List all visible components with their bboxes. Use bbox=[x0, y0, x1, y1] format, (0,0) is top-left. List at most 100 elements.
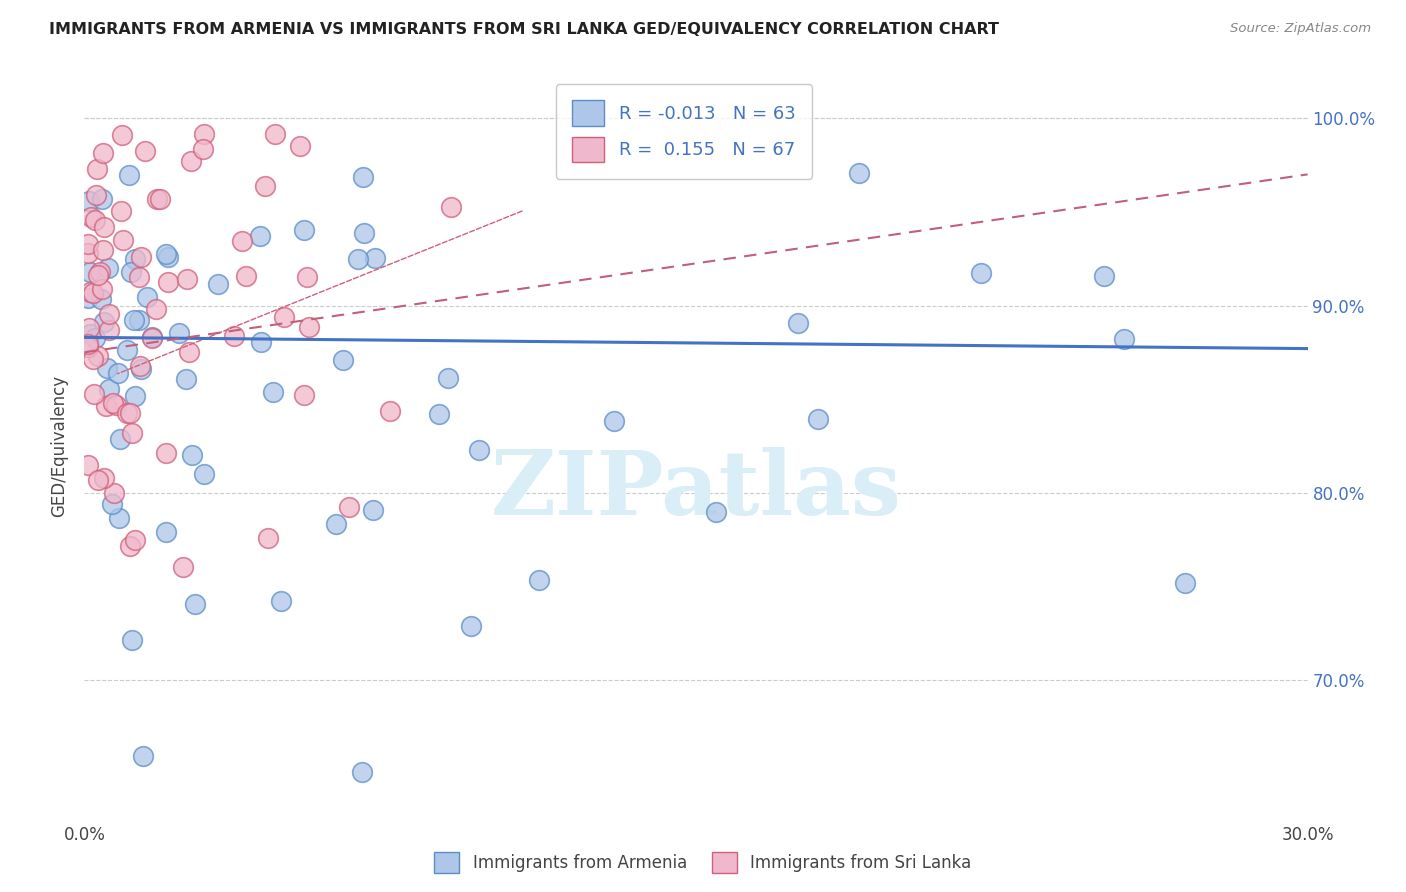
Point bbox=[124, 533, 146, 547]
Point bbox=[149, 192, 172, 206]
Point bbox=[706, 505, 728, 519]
Point bbox=[361, 503, 384, 517]
Point bbox=[172, 560, 194, 574]
Point bbox=[120, 265, 142, 279]
Point bbox=[440, 200, 463, 214]
Point bbox=[257, 532, 280, 546]
Point bbox=[108, 432, 131, 446]
Point bbox=[1114, 332, 1136, 346]
Point bbox=[157, 275, 180, 289]
Point bbox=[262, 385, 284, 400]
Point bbox=[80, 210, 103, 224]
Point bbox=[156, 250, 179, 264]
Point bbox=[77, 246, 100, 260]
Point bbox=[380, 403, 402, 417]
Point bbox=[101, 395, 124, 409]
Point bbox=[93, 315, 115, 329]
Point bbox=[98, 323, 121, 337]
Legend: R = -0.013   N = 63, R =  0.155   N = 67: R = -0.013 N = 63, R = 0.155 N = 67 bbox=[555, 84, 811, 178]
Point bbox=[103, 486, 125, 500]
Point bbox=[353, 227, 375, 241]
Point bbox=[77, 336, 100, 351]
Point bbox=[129, 362, 152, 376]
Point bbox=[191, 142, 214, 156]
Point bbox=[207, 277, 229, 291]
Point bbox=[96, 361, 118, 376]
Point bbox=[184, 598, 207, 612]
Point bbox=[970, 266, 993, 280]
Text: ZIPatlas: ZIPatlas bbox=[491, 448, 901, 534]
Point bbox=[83, 331, 105, 345]
Point bbox=[249, 229, 271, 244]
Point bbox=[107, 367, 129, 381]
Point bbox=[98, 383, 121, 397]
Y-axis label: GED/Equivalency: GED/Equivalency bbox=[51, 375, 69, 517]
Point bbox=[603, 414, 626, 428]
Point bbox=[111, 233, 134, 247]
Point bbox=[122, 313, 145, 327]
Point bbox=[91, 243, 114, 257]
Point bbox=[437, 371, 460, 385]
Point bbox=[180, 449, 202, 463]
Point bbox=[529, 574, 551, 588]
Point bbox=[264, 127, 287, 141]
Point bbox=[115, 343, 138, 358]
Point bbox=[97, 307, 120, 321]
Point bbox=[807, 412, 830, 426]
Point bbox=[295, 270, 318, 285]
Point bbox=[193, 467, 215, 481]
Point bbox=[141, 331, 163, 345]
Point bbox=[222, 329, 245, 343]
Point bbox=[79, 285, 101, 300]
Point bbox=[235, 269, 257, 284]
Point bbox=[1092, 268, 1115, 283]
Point bbox=[110, 203, 132, 218]
Point bbox=[429, 407, 451, 421]
Point bbox=[91, 192, 114, 206]
Point bbox=[91, 146, 114, 161]
Point bbox=[84, 213, 107, 227]
Point bbox=[87, 473, 110, 487]
Point bbox=[86, 268, 108, 282]
Text: IMMIGRANTS FROM ARMENIA VS IMMIGRANTS FROM SRI LANKA GED/EQUIVALENCY CORRELATION: IMMIGRANTS FROM ARMENIA VS IMMIGRANTS FR… bbox=[49, 22, 1000, 37]
Point bbox=[290, 139, 312, 153]
Point bbox=[294, 223, 316, 237]
Point bbox=[121, 632, 143, 647]
Point bbox=[249, 334, 271, 349]
Point bbox=[82, 352, 104, 367]
Point bbox=[176, 272, 198, 286]
Point bbox=[292, 388, 315, 402]
Point bbox=[89, 265, 111, 279]
Point bbox=[93, 471, 115, 485]
Point bbox=[339, 500, 361, 515]
Point bbox=[117, 168, 139, 182]
Point bbox=[107, 511, 129, 525]
Point bbox=[124, 388, 146, 402]
Point bbox=[77, 291, 100, 305]
Point bbox=[325, 516, 347, 531]
Point bbox=[93, 220, 115, 235]
Point bbox=[167, 326, 190, 340]
Point bbox=[129, 359, 152, 374]
Point bbox=[79, 327, 101, 342]
Point bbox=[231, 234, 253, 248]
Point bbox=[90, 292, 112, 306]
Point bbox=[364, 251, 387, 265]
Point bbox=[97, 260, 120, 275]
Point bbox=[155, 247, 177, 261]
Point bbox=[467, 442, 489, 457]
Point bbox=[124, 252, 146, 267]
Point bbox=[118, 539, 141, 553]
Point bbox=[180, 154, 202, 169]
Point bbox=[118, 406, 141, 420]
Point bbox=[77, 237, 100, 252]
Point bbox=[86, 349, 108, 363]
Point bbox=[174, 372, 197, 386]
Legend: Immigrants from Armenia, Immigrants from Sri Lanka: Immigrants from Armenia, Immigrants from… bbox=[427, 846, 979, 880]
Point bbox=[77, 340, 100, 354]
Point bbox=[141, 330, 163, 344]
Point bbox=[79, 194, 101, 208]
Point bbox=[155, 446, 177, 460]
Text: Source: ZipAtlas.com: Source: ZipAtlas.com bbox=[1230, 22, 1371, 36]
Point bbox=[121, 426, 143, 441]
